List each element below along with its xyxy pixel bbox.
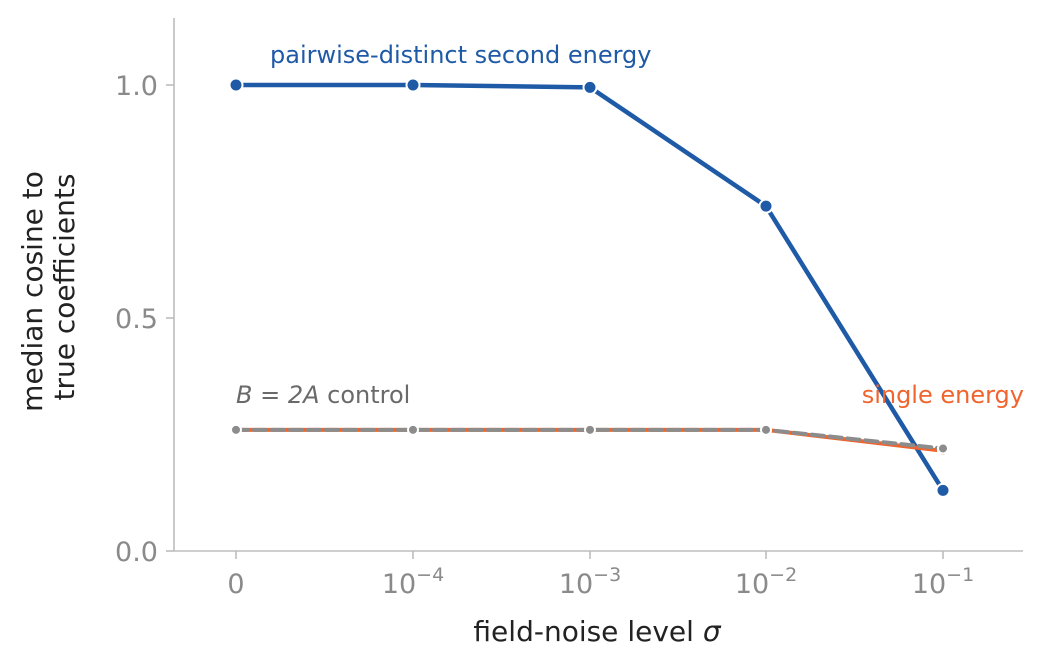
series-label-single-energy: single energy [862, 381, 1024, 409]
annotations: pairwise-distinct second energy single e… [236, 41, 1024, 409]
data-point-control [230, 423, 242, 436]
y-tick-label: 1.0 [115, 71, 158, 102]
x-tick-label: 10−2 [735, 564, 797, 600]
y-tick-label: 0.5 [115, 304, 158, 335]
y-axis-title: median cosine to true coefficients [16, 162, 81, 412]
axis-titles: field-noise level σ median cosine to tru… [16, 162, 722, 648]
series-pairwise [228, 77, 951, 498]
x-tick-label: 0 [227, 569, 244, 600]
data-point-pairwise [935, 482, 951, 498]
data-point-control [760, 423, 772, 436]
data-point-pairwise [582, 79, 598, 95]
series-layer [228, 77, 951, 498]
x-tick-label: 10−1 [912, 564, 974, 600]
x-tick-label: 10−3 [559, 564, 621, 600]
data-point-control [584, 423, 596, 436]
data-point-pairwise [405, 77, 421, 93]
ticks: 0.0 0.5 1.0 0 10−4 10−3 10−2 10−1 [115, 71, 974, 600]
data-point-pairwise [758, 198, 774, 214]
x-axis-title: field-noise level σ [473, 615, 721, 648]
y-tick-label: 0.0 [115, 537, 158, 568]
x-tick-label: 10−4 [382, 564, 444, 600]
series-label-control: B = 2A control [236, 381, 410, 409]
data-point-control [937, 442, 949, 455]
data-point-pairwise [228, 77, 244, 93]
series-control [230, 423, 949, 455]
series-label-pairwise: pairwise-distinct second energy [270, 41, 651, 69]
data-point-control [407, 423, 419, 436]
axes [173, 18, 1023, 552]
